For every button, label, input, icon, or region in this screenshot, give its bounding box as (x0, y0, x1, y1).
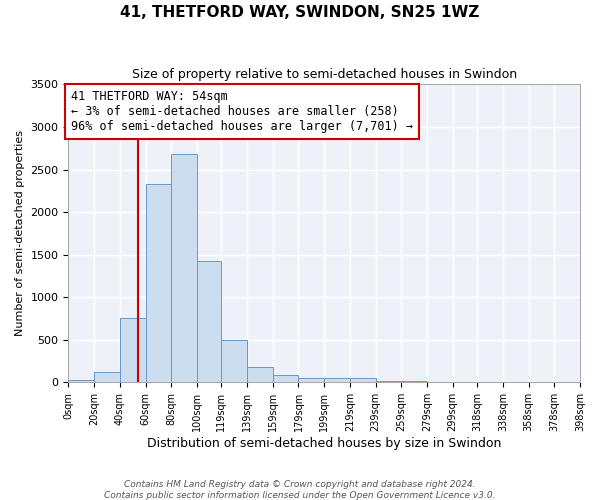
Bar (94, 372, 120, 382)
Bar (171, 154, 197, 382)
Bar (221, 340, 247, 382)
Bar (146, 184, 171, 382)
Y-axis label: Number of semi-detached properties: Number of semi-detached properties (15, 130, 25, 336)
Text: 41 THETFORD WAY: 54sqm
← 3% of semi-detached houses are smaller (258)
96% of sem: 41 THETFORD WAY: 54sqm ← 3% of semi-deta… (71, 90, 413, 134)
Bar (376, 380, 401, 382)
Bar (298, 378, 324, 382)
X-axis label: Distribution of semi-detached houses by size in Swindon: Distribution of semi-detached houses by … (147, 437, 502, 450)
Title: Size of property relative to semi-detached houses in Swindon: Size of property relative to semi-detach… (131, 68, 517, 80)
Bar (68, 380, 94, 382)
Bar (197, 260, 221, 382)
Text: Contains HM Land Registry data © Crown copyright and database right 2024.
Contai: Contains HM Land Registry data © Crown c… (104, 480, 496, 500)
Bar (247, 366, 273, 382)
Bar (120, 318, 146, 382)
Text: 41, THETFORD WAY, SWINDON, SN25 1WZ: 41, THETFORD WAY, SWINDON, SN25 1WZ (121, 5, 479, 20)
Bar (324, 378, 350, 382)
Bar (273, 375, 298, 382)
Bar (350, 378, 376, 382)
